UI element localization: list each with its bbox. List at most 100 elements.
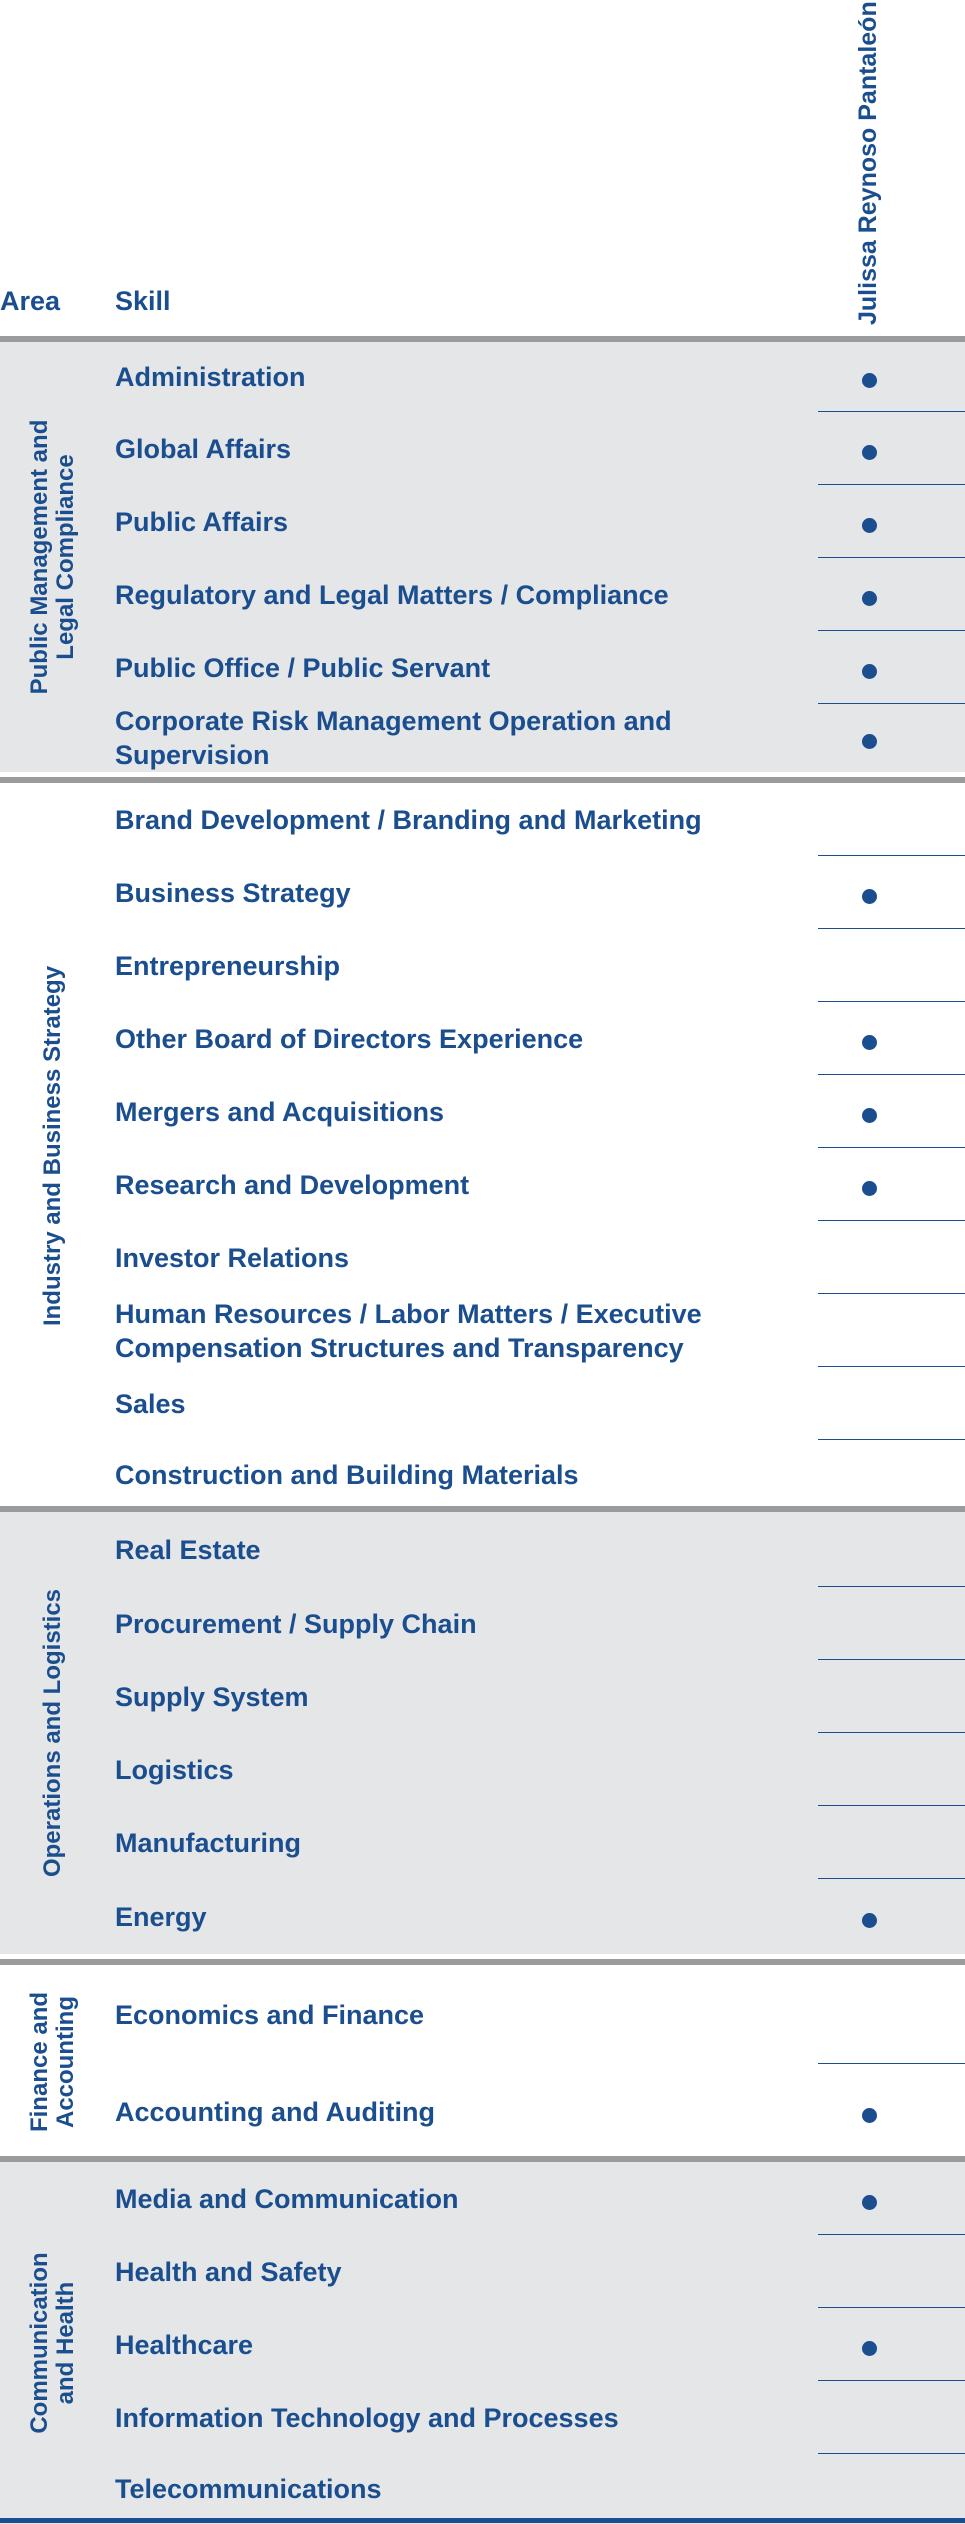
- row-divider: [818, 2306, 965, 2308]
- skill-label: Regulatory and Legal Matters / Complianc…: [115, 579, 669, 610]
- skill-row: Public Affairs: [0, 485, 965, 558]
- area-section: Public Management and Legal Compliance Ad…: [0, 336, 965, 772]
- skill-checked-dot-icon: [862, 517, 877, 533]
- skill-label: Administration: [115, 362, 306, 392]
- row-divider: [818, 1585, 965, 1587]
- skill-row: Media and Communication: [0, 2162, 965, 2235]
- row-divider: [818, 854, 965, 856]
- area-section: Finance and Accounting Economics and Fina…: [0, 1959, 965, 2159]
- skill-checked-dot-icon: [862, 1912, 877, 1928]
- skill-checked-dot-icon: [862, 663, 877, 679]
- row-divider: [818, 1073, 965, 1075]
- row-divider: [818, 483, 965, 485]
- table-bottom-border: [0, 2518, 965, 2523]
- skill-label: Investor Relations: [115, 1242, 350, 1273]
- skill-row: Accounting and Auditing: [0, 2064, 965, 2159]
- table-header: Area Skill Julissa Reynoso Pantaleón: [0, 0, 965, 336]
- skill-row: Business Strategy: [0, 856, 965, 929]
- skill-label: Accounting and Auditing: [115, 2096, 435, 2127]
- skill-row: Global Affairs: [0, 412, 965, 485]
- row-divider: [818, 1438, 965, 1440]
- skill-checked-dot-icon: [862, 2194, 877, 2210]
- row-divider: [818, 1292, 965, 1294]
- skill-row: Investor Relations: [0, 1221, 965, 1294]
- skill-label: Telecommunications: [115, 2474, 382, 2504]
- skill-label: Energy: [115, 1901, 207, 1932]
- skill-checked-dot-icon: [862, 1107, 877, 1123]
- skill-checked-dot-icon: [862, 1034, 877, 1050]
- skill-row: Telecommunications: [0, 2454, 965, 2524]
- skill-row: Regulatory and Legal Matters / Complianc…: [0, 558, 965, 631]
- skill-label: Logistics: [115, 1754, 234, 1785]
- row-divider: [818, 702, 965, 704]
- skill-row: Real Estate: [0, 1512, 965, 1587]
- skill-label: Media and Communication: [115, 2183, 459, 2214]
- skill-label: Other Board of Directors Experience: [115, 1023, 584, 1054]
- area-section: Communication and Health Media and Commun…: [0, 2156, 965, 2524]
- skill-row: Healthcare: [0, 2308, 965, 2381]
- row-divider: [818, 1877, 965, 1879]
- skill-row: Entrepreneurship: [0, 929, 965, 1002]
- skill-label: Brand Development / Branding and Marketi…: [115, 804, 702, 835]
- row-divider: [818, 2062, 965, 2064]
- row-divider: [818, 2379, 965, 2381]
- skill-row: Brand Development / Branding and Marketi…: [0, 783, 965, 856]
- skill-row: Logistics: [0, 1733, 965, 1806]
- row-divider: [818, 1146, 965, 1148]
- row-divider: [818, 1731, 965, 1733]
- row-divider: [818, 1658, 965, 1660]
- skill-label: Construction and Building Materials: [115, 1459, 579, 1490]
- skill-label: Economics and Finance: [115, 1999, 425, 2030]
- skill-row: Sales: [0, 1367, 965, 1440]
- skill-row: Human Resources / Labor Matters / Execut…: [0, 1294, 965, 1367]
- skill-label: Human Resources / Labor Matters / Execut…: [115, 1298, 702, 1363]
- skill-row: Economics and Finance: [0, 1965, 965, 2064]
- skill-label: Sales: [115, 1388, 186, 1419]
- row-divider: [818, 927, 965, 929]
- skill-checked-dot-icon: [862, 2107, 877, 2123]
- skill-label: Supply System: [115, 1681, 309, 1712]
- row-divider: [818, 2452, 965, 2454]
- skill-label: Manufacturing: [115, 1827, 301, 1858]
- person-name: Julissa Reynoso Pantaleón: [854, 1, 882, 325]
- skill-row: Research and Development: [0, 1148, 965, 1221]
- skill-label: Real Estate: [115, 1534, 261, 1565]
- skill-row: Supply System: [0, 1660, 965, 1733]
- row-divider: [818, 1365, 965, 1367]
- skill-label: Health and Safety: [115, 2256, 342, 2287]
- skill-row: Administration: [0, 342, 965, 412]
- skill-label: Procurement / Supply Chain: [115, 1608, 477, 1639]
- skill-label: Information Technology and Processes: [115, 2402, 619, 2433]
- skill-row: Construction and Building Materials: [0, 1440, 965, 1509]
- skill-label: Corporate Risk Management Operation and …: [115, 706, 672, 770]
- skill-checked-dot-icon: [862, 444, 877, 460]
- skill-label: Healthcare: [115, 2329, 254, 2360]
- row-divider: [818, 410, 965, 412]
- area-column-header: Area: [0, 286, 61, 316]
- skill-row: Information Technology and Processes: [0, 2381, 965, 2454]
- skill-row: Manufacturing: [0, 1806, 965, 1879]
- skill-checked-dot-icon: [862, 1180, 877, 1196]
- row-divider: [818, 1219, 965, 1221]
- skill-label: Global Affairs: [115, 433, 292, 464]
- skill-label: Business Strategy: [115, 877, 351, 908]
- skill-label: Entrepreneurship: [115, 950, 341, 981]
- skill-checked-dot-icon: [862, 888, 877, 904]
- skill-label: Public Affairs: [115, 506, 289, 537]
- skill-row: Mergers and Acquisitions: [0, 1075, 965, 1148]
- skill-label: Public Office / Public Servant: [115, 652, 491, 683]
- skill-label: Research and Development: [115, 1169, 470, 1200]
- row-divider: [818, 629, 965, 631]
- area-section: Industry and Business Strategy Brand Deve…: [0, 777, 965, 1509]
- skill-row: Other Board of Directors Experience: [0, 1002, 965, 1075]
- skill-label: Mergers and Acquisitions: [115, 1096, 445, 1127]
- skill-checked-dot-icon: [862, 590, 877, 606]
- skill-column-header: Skill: [115, 286, 171, 316]
- row-divider: [818, 1804, 965, 1806]
- skill-checked-dot-icon: [862, 2340, 877, 2356]
- skill-checked-dot-icon: [862, 373, 877, 388]
- skill-row: Health and Safety: [0, 2235, 965, 2308]
- skill-row: Public Office / Public Servant: [0, 631, 965, 704]
- row-divider: [818, 2233, 965, 2235]
- skill-row: Energy: [0, 1879, 965, 1954]
